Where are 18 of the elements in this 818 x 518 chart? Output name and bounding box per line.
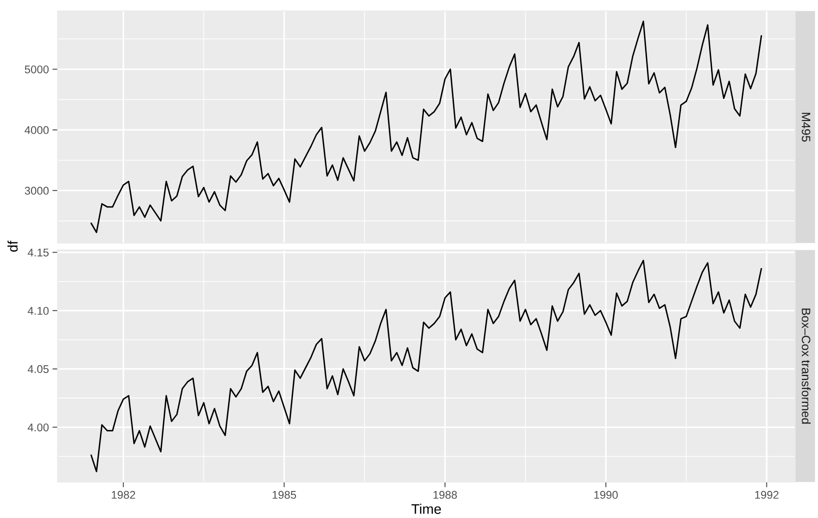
text: Box–Cox transformed [802,308,811,424]
x-tick-label: 1985 [272,490,296,499]
line-series [90,20,762,234]
x-tick-label: 1982 [112,490,136,499]
y-tick-label: 4.05 [28,365,49,374]
x-tick-label: 1992 [755,490,778,499]
y-tick-label: 4.10 [28,306,49,315]
line-series [90,260,762,472]
y-tick-label: 5000 [24,65,49,74]
y-tick-label: 4.00 [28,423,49,432]
x-tick-label: 1990 [594,490,618,499]
y-axis-title: df [8,240,18,252]
y-tick-label: 3000 [24,186,49,195]
y-tick-label: 4000 [24,126,49,134]
x-axis-title: Time [411,504,441,514]
x-tick-label: 1988 [433,490,457,499]
y-tick-label: 4.15 [28,248,49,256]
text: M495 [802,112,810,142]
